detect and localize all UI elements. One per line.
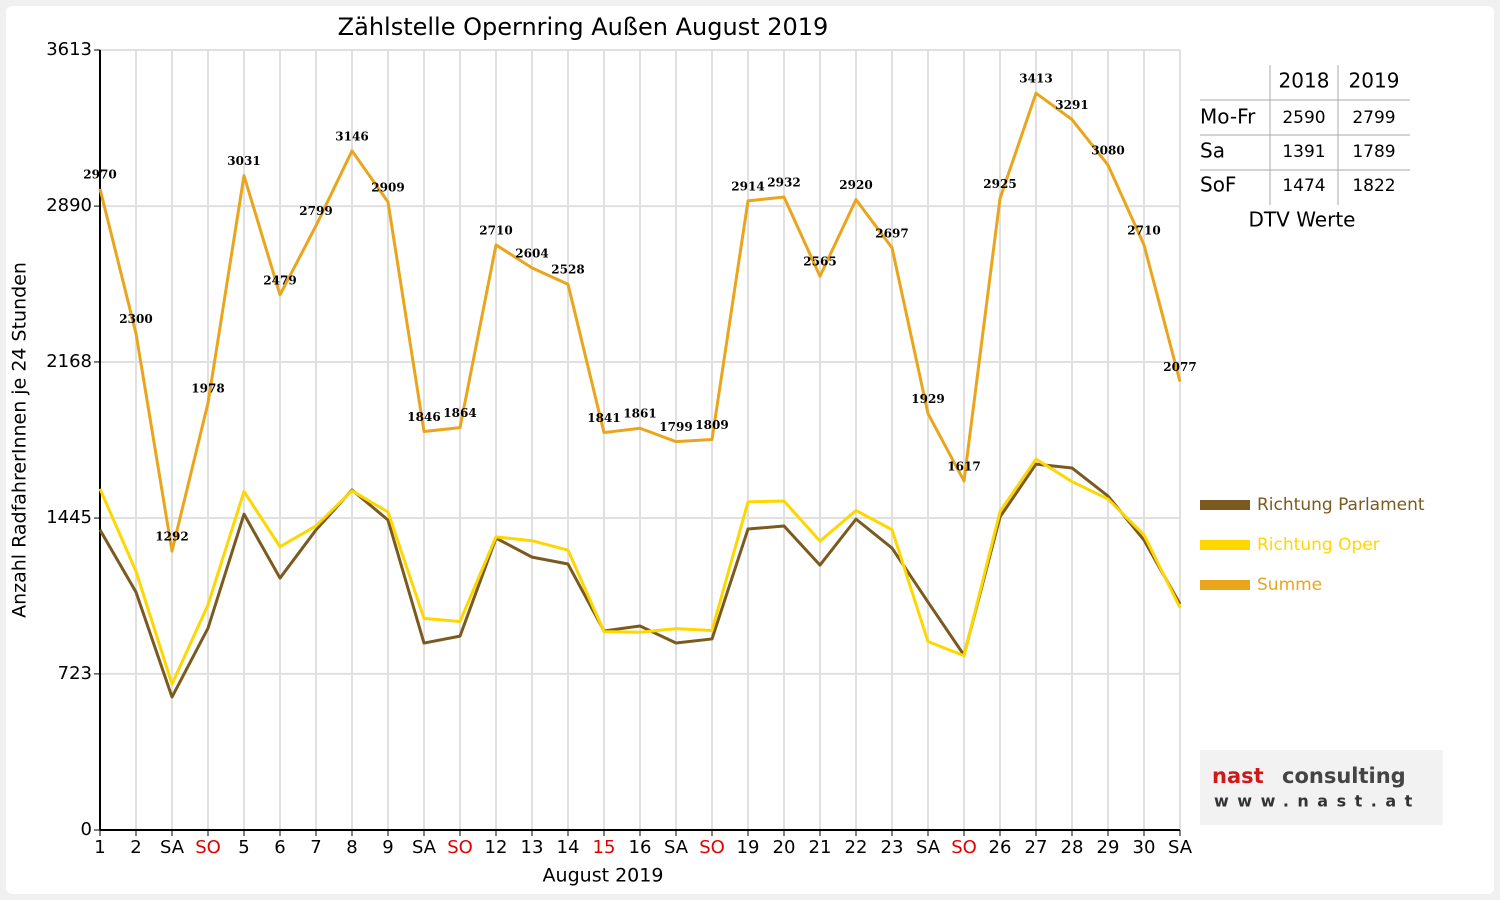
x-axis-label: August 2019 [543,865,664,887]
y-axis-label: Anzahl RadfahrerInnen je 24 Stunden [9,262,31,618]
x-tick-label: 30 [1133,837,1156,858]
data-label: 2697 [875,226,908,240]
x-tick-label: 19 [737,837,760,858]
data-label: 2799 [299,204,332,218]
data-label: 1292 [155,530,188,544]
y-tick-label: 1445 [46,507,92,528]
data-label: 2710 [1127,223,1160,237]
logo-box [1200,750,1443,825]
x-tick-label: 12 [485,837,508,858]
x-tick-label: 9 [382,837,393,858]
data-label: 1978 [191,381,224,395]
x-tick-label: SA [1168,837,1193,858]
x-tick-label: 28 [1061,837,1084,858]
table-cell: SoF [1200,173,1236,197]
data-label: 1617 [947,459,980,473]
series-line [98,457,1182,686]
legend-swatch [1200,580,1250,590]
data-label: 1861 [623,407,656,421]
data-label: 3413 [1019,72,1052,86]
x-tick-label: 26 [989,837,1012,858]
x-tick-label: 5 [238,837,249,858]
data-label: 2909 [371,180,404,194]
x-tick-label: SO [195,837,221,858]
data-label: 2920 [839,178,872,192]
x-tick-label: 14 [557,837,580,858]
data-label: 2925 [983,177,1016,191]
data-label: 2528 [551,263,584,277]
legend-swatch [1200,540,1250,550]
x-tick-label: 13 [521,837,544,858]
x-tick-label: 29 [1097,837,1120,858]
x-tick-label: 22 [845,837,868,858]
data-label: 2077 [1163,360,1196,374]
table-cell: Sa [1200,139,1225,163]
table-cell: Mo-Fr [1200,105,1256,129]
data-label: 2604 [515,246,548,260]
x-tick-label: SO [447,837,473,858]
legend-label: Richtung Oper [1257,535,1380,555]
x-tick-label: 16 [629,837,652,858]
data-label: 1841 [587,411,620,425]
dtv-table: DTV Werte [1200,65,1410,232]
x-tick-label: SA [916,837,941,858]
data-label: 3031 [227,154,260,168]
data-label: 2710 [479,223,512,237]
x-tick-label: SO [699,837,725,858]
data-label: 1809 [695,418,728,432]
table-header: 2019 [1349,69,1400,93]
x-tick-label: SO [951,837,977,858]
x-tick-label: SA [664,837,689,858]
y-tick-label: 2890 [46,195,92,216]
x-tick-label: 23 [881,837,904,858]
table-cell: 1822 [1352,176,1395,196]
legend-swatch [1200,500,1250,510]
table-cell: 1789 [1352,142,1395,162]
data-label: 1799 [659,420,692,434]
table-cell: 1391 [1282,142,1325,162]
series-line [98,91,1182,553]
y-tick-label: 0 [81,819,92,840]
x-tick-label: 1 [94,837,105,858]
logo-url: www.nast.at [1214,792,1421,811]
data-label: 3146 [335,129,368,143]
logo-brand: nast [1212,764,1264,788]
data-label: 3291 [1055,98,1088,112]
x-tick-label: 6 [274,837,285,858]
y-tick-label: 3613 [46,39,92,60]
panel [6,6,1494,894]
x-tick-label: SA [160,837,185,858]
x-tick-label: SA [412,837,437,858]
chart-title: Zählstelle Opernring Außen August 2019 [338,13,829,41]
table-header: 2018 [1279,69,1330,93]
data-label: 2914 [731,179,764,193]
x-tick-label: 21 [809,837,832,858]
data-label: 1846 [407,410,440,424]
y-tick-label: 723 [58,663,92,684]
data-label: 3080 [1091,144,1124,158]
legend-label: Summe [1257,575,1322,595]
data-label: 2565 [803,255,836,269]
x-tick-label: 7 [310,837,321,858]
table-cell: 2799 [1352,108,1395,128]
data-label: 2300 [119,312,152,326]
table-cell: 2590 [1282,108,1325,128]
y-tick-label: 2168 [46,351,92,372]
legend-label: Richtung Parlament [1257,495,1425,515]
x-tick-label: 8 [346,837,357,858]
x-tick-label: 20 [773,837,796,858]
table-caption: DTV Werte [1249,208,1356,232]
data-label: 2970 [83,167,116,181]
data-label: 1864 [443,406,476,420]
table-cell: 1474 [1282,176,1325,196]
data-label: 2932 [767,176,800,190]
x-tick-label: 15 [593,837,616,858]
data-label: 1929 [911,392,944,406]
data-label: 2479 [263,273,296,287]
x-tick-label: 2 [130,837,141,858]
x-tick-label: 27 [1025,837,1048,858]
logo-brand-rest: consulting [1282,764,1406,788]
